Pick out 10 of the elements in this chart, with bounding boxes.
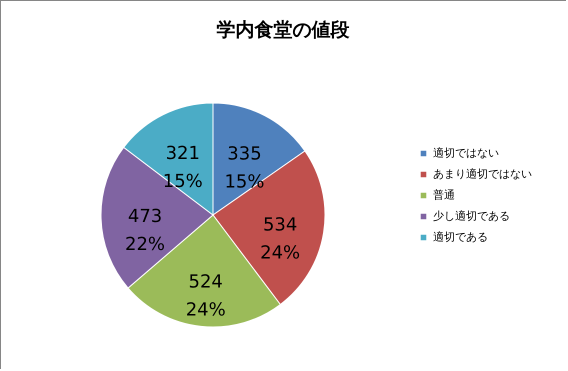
data-label: 335 15% [224,144,264,193]
legend-label: あまり適切ではない [433,168,532,180]
legend-label: 適切ではない [433,146,499,160]
legend-label: 普通 [433,188,455,202]
legend-label: 少し適切である [433,210,510,222]
legend-label: 適切である [433,230,488,244]
data-label: 473 22% [125,206,166,256]
data-label: 524 24% [186,272,226,321]
chart-title: 学内食堂の値段 [216,19,350,41]
data-label: 534 24% [260,214,300,264]
